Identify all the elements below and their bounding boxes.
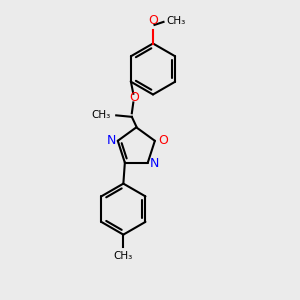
Text: O: O bbox=[129, 91, 139, 104]
Text: CH₃: CH₃ bbox=[167, 16, 186, 26]
Text: CH₃: CH₃ bbox=[114, 251, 133, 261]
Text: O: O bbox=[148, 14, 158, 27]
Text: N: N bbox=[107, 134, 116, 147]
Text: O: O bbox=[158, 134, 168, 147]
Text: N: N bbox=[149, 157, 159, 170]
Text: CH₃: CH₃ bbox=[92, 110, 111, 120]
